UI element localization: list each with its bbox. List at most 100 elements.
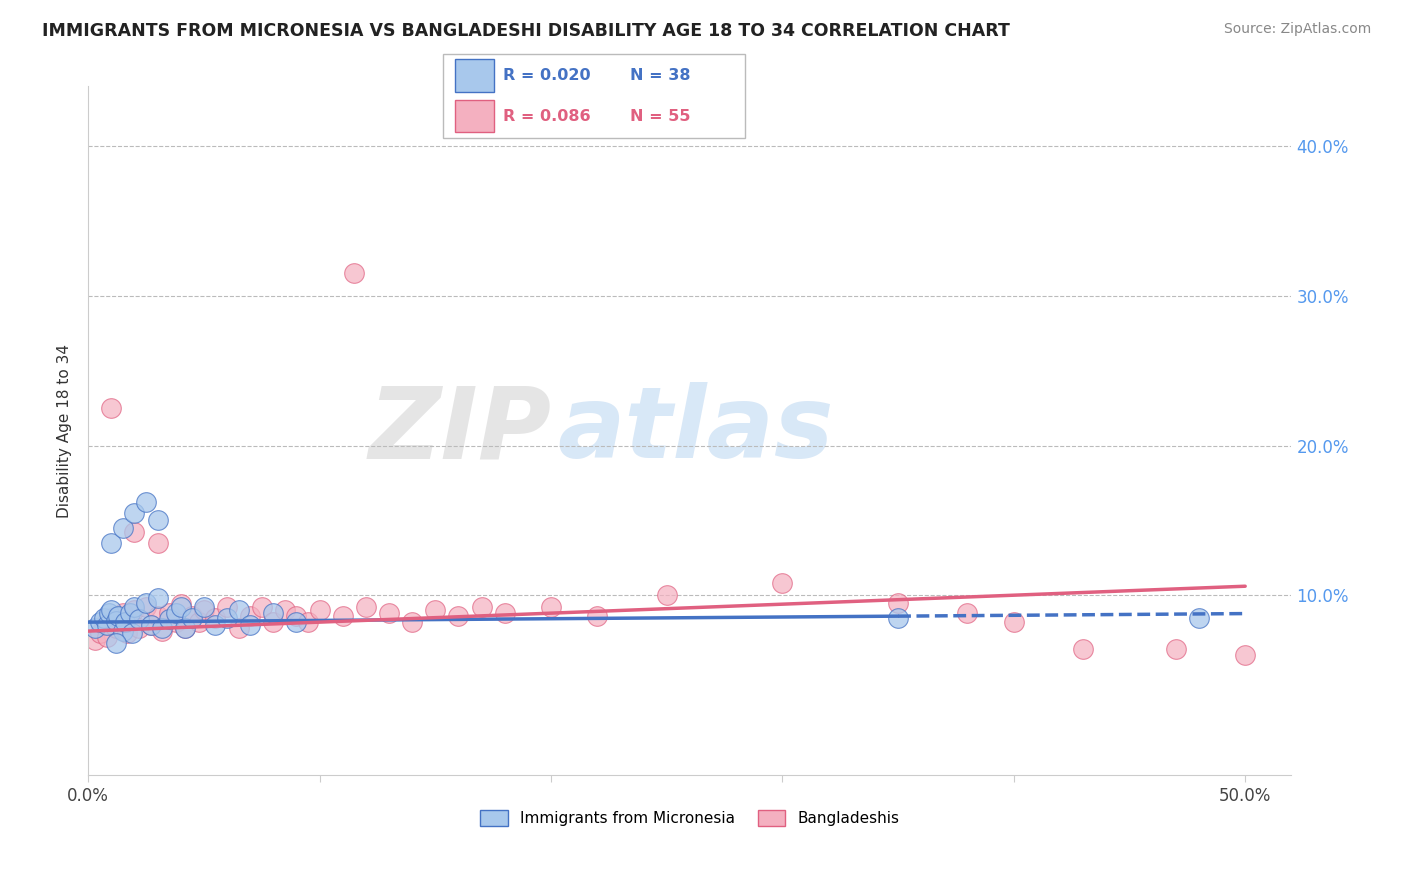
Point bbox=[1188, 610, 1211, 624]
Point bbox=[401, 615, 423, 629]
Point bbox=[297, 615, 319, 629]
Point bbox=[118, 615, 141, 629]
Point bbox=[1002, 615, 1025, 629]
Point bbox=[100, 536, 122, 550]
Point bbox=[104, 621, 127, 635]
Point bbox=[146, 536, 169, 550]
Point bbox=[285, 609, 308, 624]
Text: ZIP: ZIP bbox=[368, 382, 551, 479]
Point bbox=[228, 603, 250, 617]
Point bbox=[146, 609, 169, 624]
Point bbox=[111, 624, 134, 639]
Point bbox=[111, 606, 134, 620]
Text: atlas: atlas bbox=[557, 382, 834, 479]
Point bbox=[146, 513, 169, 527]
Point bbox=[157, 606, 180, 620]
Point bbox=[96, 630, 118, 644]
Point bbox=[89, 615, 111, 629]
Point bbox=[193, 603, 215, 617]
FancyBboxPatch shape bbox=[456, 100, 495, 132]
Point bbox=[165, 606, 187, 620]
Point bbox=[204, 610, 226, 624]
FancyBboxPatch shape bbox=[443, 54, 745, 138]
Text: R = 0.086: R = 0.086 bbox=[503, 109, 591, 124]
Point bbox=[1071, 642, 1094, 657]
Point bbox=[174, 621, 197, 635]
Point bbox=[96, 618, 118, 632]
Point bbox=[887, 610, 910, 624]
Point bbox=[114, 615, 136, 629]
Point bbox=[117, 625, 139, 640]
Point bbox=[111, 521, 134, 535]
Point bbox=[215, 600, 238, 615]
Point bbox=[250, 600, 273, 615]
Point bbox=[104, 614, 127, 628]
Point bbox=[204, 618, 226, 632]
Point bbox=[1234, 648, 1257, 662]
Text: R = 0.020: R = 0.020 bbox=[503, 68, 591, 83]
Point bbox=[228, 621, 250, 635]
Point bbox=[124, 600, 146, 615]
Point bbox=[1164, 642, 1187, 657]
Point bbox=[100, 401, 122, 416]
Point bbox=[215, 610, 238, 624]
Point bbox=[135, 495, 157, 509]
Point bbox=[193, 600, 215, 615]
Point bbox=[100, 603, 122, 617]
Point bbox=[188, 615, 211, 629]
Point bbox=[540, 600, 562, 615]
Point bbox=[956, 606, 979, 620]
Point bbox=[146, 591, 169, 606]
Point bbox=[118, 606, 141, 620]
Legend: Immigrants from Micronesia, Bangladeshis: Immigrants from Micronesia, Bangladeshis bbox=[474, 805, 905, 832]
Point bbox=[262, 606, 284, 620]
Point bbox=[100, 610, 122, 624]
Point bbox=[887, 596, 910, 610]
Point bbox=[84, 633, 107, 648]
Point bbox=[128, 612, 150, 626]
Point bbox=[124, 506, 146, 520]
Point bbox=[107, 609, 129, 624]
Point bbox=[239, 609, 262, 624]
Point bbox=[104, 636, 127, 650]
Point bbox=[98, 606, 121, 620]
Point bbox=[378, 606, 401, 620]
Text: N = 38: N = 38 bbox=[630, 68, 690, 83]
Point bbox=[135, 600, 157, 615]
Point bbox=[93, 618, 115, 632]
Point bbox=[655, 588, 678, 602]
Point bbox=[121, 625, 143, 640]
Point bbox=[139, 618, 162, 632]
Point bbox=[181, 610, 204, 624]
Point bbox=[274, 603, 297, 617]
Point bbox=[93, 610, 115, 624]
Point bbox=[150, 624, 173, 639]
Point bbox=[285, 615, 308, 629]
Point bbox=[494, 606, 516, 620]
Point bbox=[150, 621, 173, 635]
Point bbox=[181, 609, 204, 624]
Point bbox=[124, 525, 146, 540]
Point bbox=[124, 603, 146, 617]
Point bbox=[354, 600, 377, 615]
Point bbox=[262, 615, 284, 629]
Point bbox=[308, 603, 330, 617]
Point bbox=[157, 612, 180, 626]
Text: N = 55: N = 55 bbox=[630, 109, 690, 124]
Text: Source: ZipAtlas.com: Source: ZipAtlas.com bbox=[1223, 22, 1371, 37]
Point bbox=[770, 576, 793, 591]
Point bbox=[84, 621, 107, 635]
Point bbox=[110, 615, 132, 629]
Text: IMMIGRANTS FROM MICRONESIA VS BANGLADESHI DISABILITY AGE 18 TO 34 CORRELATION CH: IMMIGRANTS FROM MICRONESIA VS BANGLADESH… bbox=[42, 22, 1010, 40]
Point bbox=[343, 267, 366, 281]
Point bbox=[332, 609, 354, 624]
Point bbox=[165, 615, 187, 629]
Point bbox=[139, 618, 162, 632]
Y-axis label: Disability Age 18 to 34: Disability Age 18 to 34 bbox=[58, 343, 72, 517]
Point bbox=[89, 625, 111, 640]
Point bbox=[425, 603, 447, 617]
Point bbox=[170, 597, 193, 611]
Point bbox=[470, 600, 492, 615]
Point bbox=[174, 621, 197, 635]
Point bbox=[447, 609, 470, 624]
